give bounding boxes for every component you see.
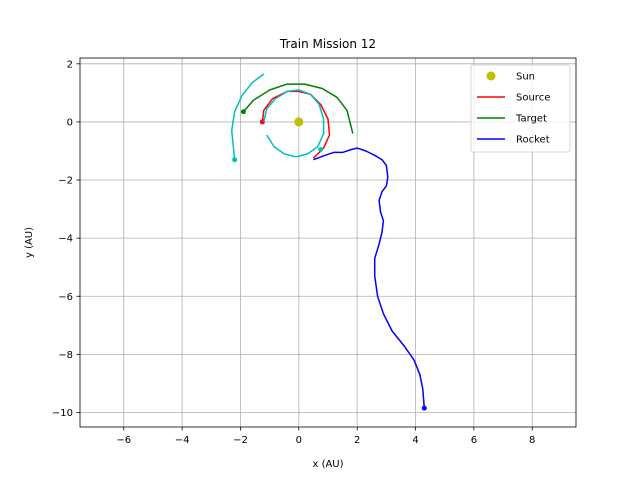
legend: Sun Source Target Rocket [470, 64, 571, 153]
chart-title: Train Mission 12 [279, 37, 376, 51]
axis-ticks: −6 −4 −2 0 2 4 6 8 2 0 −2 −4 −6 −8 −10 [52, 59, 536, 446]
y-tick-label: −4 [58, 234, 73, 245]
y-tick-label: −10 [52, 408, 73, 419]
legend-rocket-label: Rocket [516, 135, 550, 146]
x-tick-label: 4 [412, 435, 418, 446]
y-tick-label: 2 [67, 59, 73, 70]
plot-data [230, 73, 427, 411]
y-tick-label: −2 [58, 176, 73, 187]
extra-orbit-marker [232, 157, 238, 163]
sun-point [294, 117, 304, 127]
x-tick-label: 6 [471, 435, 477, 446]
extra-orbit-marker [318, 147, 324, 153]
legend-sun-swatch [486, 71, 496, 81]
legend-source-label: Source [516, 93, 550, 104]
x-axis-label: x (AU) [312, 459, 343, 470]
y-tick-label: −8 [58, 350, 73, 361]
legend-sun-label: Sun [516, 72, 535, 83]
rocket-marker [421, 405, 427, 411]
legend-box [470, 64, 571, 153]
y-axis-label: y (AU) [24, 227, 35, 258]
target-marker [240, 109, 246, 115]
legend-target-label: Target [515, 114, 547, 125]
x-tick-label: −4 [175, 435, 190, 446]
extra-orbit-line [230, 73, 265, 160]
x-tick-label: −6 [116, 435, 131, 446]
x-tick-label: 0 [296, 435, 302, 446]
y-tick-label: −6 [58, 292, 73, 303]
x-tick-label: −2 [233, 435, 248, 446]
x-tick-label: 2 [354, 435, 360, 446]
extra-orbit-line [263, 89, 325, 158]
x-tick-label: 8 [529, 435, 535, 446]
target-line [242, 83, 354, 134]
rocket-line [313, 147, 426, 409]
y-tick-label: 0 [67, 117, 73, 128]
plot-frame [79, 57, 577, 428]
